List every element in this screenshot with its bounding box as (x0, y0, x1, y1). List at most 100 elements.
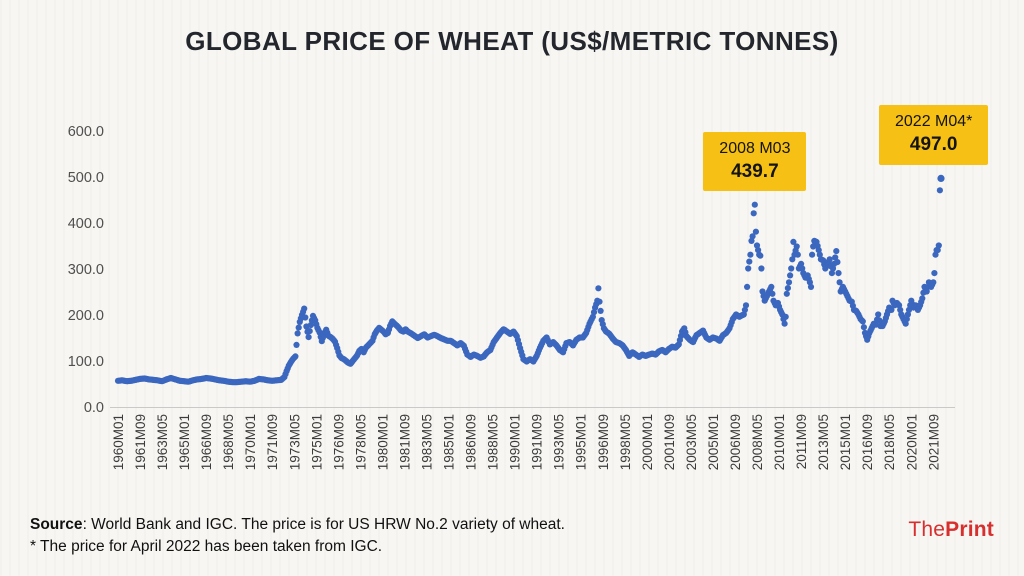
x-tick-label: 1970M01 (243, 414, 258, 470)
data-point-dot (292, 353, 299, 360)
data-point-dot (833, 248, 840, 255)
data-point-dot (302, 314, 309, 321)
data-point-dot (807, 283, 815, 290)
data-point-dot (293, 341, 300, 348)
theprint-logo: ThePrint (908, 518, 994, 542)
x-tick-label: 1990M01 (508, 414, 523, 470)
x-tick-label: 1971M09 (265, 414, 280, 470)
x-tick-label: 1976M09 (331, 414, 346, 470)
data-point-dot (742, 302, 750, 309)
x-tick-label: 1983M05 (419, 414, 434, 470)
data-point-dot (935, 242, 942, 249)
data-point-dot (305, 334, 312, 341)
data-point-dot (787, 272, 794, 279)
data-point-dot (931, 270, 938, 277)
x-tick-label: 1973M05 (287, 414, 302, 470)
annotation-2022-peak: 2022 M04* 497.0 (879, 105, 989, 166)
x-tick-label: 1965M01 (177, 414, 192, 470)
data-point-dot (785, 279, 793, 286)
data-point-dot (301, 305, 308, 312)
x-tick-label: 1993M05 (552, 414, 567, 470)
x-tick-label: 1966M09 (199, 414, 214, 470)
data-point-dot (788, 265, 795, 272)
source-note: Source: World Bank and IGC. The price is… (30, 516, 994, 534)
annotation-2008-value: 439.7 (731, 160, 779, 182)
x-tick-label: 1991M09 (530, 414, 545, 470)
data-point-dot (832, 254, 839, 261)
data-point-dot (789, 256, 796, 263)
data-point-dot (751, 201, 758, 208)
data-point-dot (745, 265, 752, 272)
x-axis-labels: 1960M01 1961M09 1963M05 1965M01 1966M09 1968M… (111, 414, 941, 470)
x-tick-label: 2006M09 (728, 414, 743, 470)
data-point-dot (860, 324, 868, 331)
annotation-2008-label: 2008 M03 (719, 139, 791, 157)
y-tick-label: 500.0 (68, 170, 104, 186)
data-point-dot (888, 306, 895, 313)
x-tick-label: 2016M09 (860, 414, 875, 470)
data-point-dot (744, 283, 751, 290)
wheat-price-series (114, 174, 945, 386)
data-point-dot (768, 283, 775, 290)
x-tick-label: 2010M01 (772, 414, 787, 470)
data-point-dot (783, 290, 790, 297)
data-point-dot (835, 270, 842, 277)
chart-title: GLOBAL PRICE OF WHEAT (US$/METRIC TONNES… (185, 26, 839, 56)
logo-print: Print (945, 518, 994, 541)
annotation-2022-value: 497.0 (909, 134, 958, 156)
x-tick-label: 2015M01 (838, 414, 853, 470)
x-tick-label: 2005M01 (706, 414, 721, 470)
x-tick-label: 2001M09 (662, 414, 677, 470)
y-tick-label: 0.0 (84, 400, 104, 416)
x-tick-label: 1960M01 (111, 414, 126, 470)
data-point-dot (794, 251, 801, 258)
annotation-2008-peak: 2008 M03 439.7 (703, 131, 807, 192)
y-tick-label: 400.0 (68, 216, 104, 232)
data-point-dot (306, 328, 313, 335)
x-tick-label: 1978M05 (353, 414, 368, 470)
data-point-dot (834, 259, 841, 266)
data-point-dot (752, 228, 760, 235)
x-tick-label: 2000M01 (640, 414, 655, 470)
x-tick-label: 2013M05 (816, 414, 831, 470)
data-point-dot (749, 233, 756, 240)
data-point-dot (859, 318, 866, 325)
data-point-dot (836, 279, 843, 286)
x-tick-label: 1980M01 (375, 414, 390, 470)
footer: Source: World Bank and IGC. The price is… (30, 516, 994, 560)
data-point-dot (790, 238, 797, 245)
data-point-dot (747, 251, 754, 258)
data-point-dot (919, 295, 926, 302)
x-tick-label: 1995M01 (574, 414, 589, 470)
y-axis-labels: 0.0 100.0 200.0 300.0 400.0 500.0 600.0 (68, 124, 104, 416)
x-tick-label: 2011M09 (794, 414, 809, 469)
data-point-dot (809, 251, 816, 258)
x-tick-label: 1961M09 (133, 414, 148, 470)
data-point-dot (784, 285, 792, 292)
data-point-dot (746, 258, 753, 265)
x-tick-label: 1986M09 (464, 414, 479, 470)
source-text: : World Bank and IGC. The price is for U… (82, 516, 565, 533)
data-point-dot (826, 256, 833, 263)
data-point-dot (781, 320, 788, 327)
y-tick-label: 300.0 (68, 262, 104, 278)
x-tick-label: 1968M05 (221, 414, 236, 470)
data-point-dot (757, 252, 764, 259)
x-tick-label: 2021M09 (926, 414, 941, 470)
y-tick-label: 100.0 (68, 354, 104, 370)
data-point-dot (769, 290, 776, 297)
x-tick-label: 1963M05 (155, 414, 170, 470)
data-point-dot (793, 243, 800, 250)
data-point-dot (596, 298, 603, 305)
data-point-dot (595, 285, 602, 292)
x-tick-label: 1988M05 (486, 414, 501, 470)
data-point-dot (758, 265, 765, 272)
data-point-dot (930, 279, 937, 286)
data-point-dot (936, 187, 944, 194)
data-point-dot (875, 311, 882, 318)
data-point-dot (750, 210, 757, 217)
x-tick-label: 1981M09 (397, 414, 412, 470)
x-tick-label: 1985M01 (442, 414, 457, 470)
data-point-dot (294, 330, 301, 337)
